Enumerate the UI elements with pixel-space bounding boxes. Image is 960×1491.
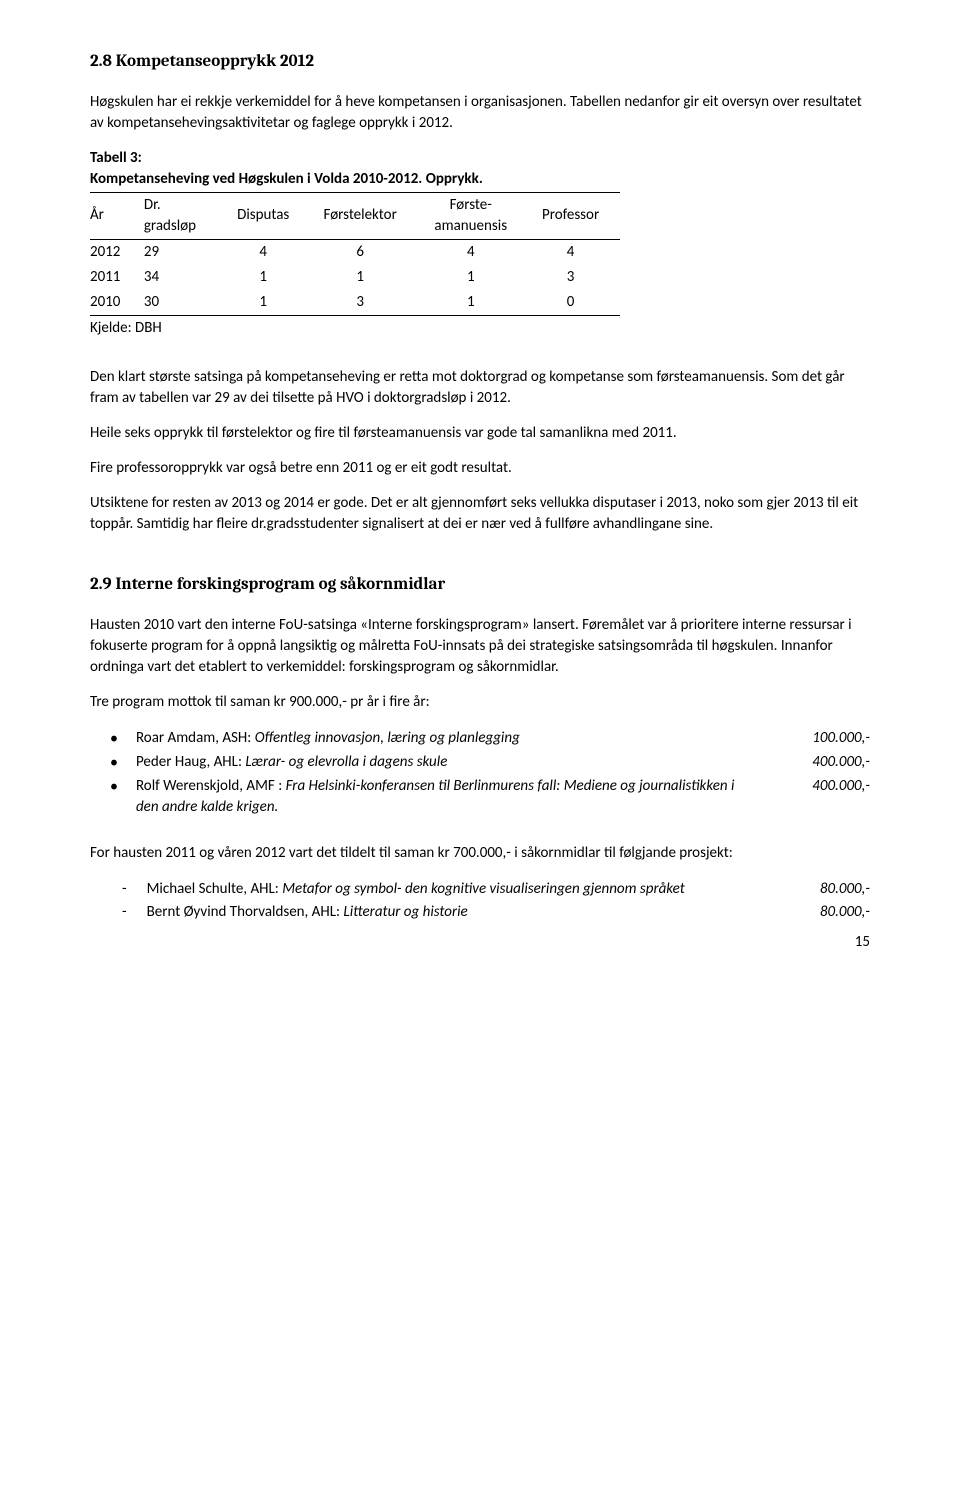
th-year: År — [90, 192, 144, 239]
cell: 2010 — [90, 290, 144, 316]
cell: 1 — [421, 265, 531, 290]
paragraph: Utsiktene for resten av 2013 og 2014 er … — [90, 493, 870, 535]
item-prefix: Peder Haug, AHL: — [136, 753, 245, 771]
paragraph: Heile seks opprykk til førstelektor og f… — [90, 423, 870, 444]
cell: 3 — [310, 290, 421, 316]
cell: 1 — [227, 265, 310, 290]
cell: 3 — [531, 265, 621, 290]
list-item: Roar Amdam, ASH: Offentleg innovasjon, l… — [110, 727, 870, 751]
cell: 4 — [227, 239, 310, 265]
item-prefix: Roar Amdam, ASH: — [136, 729, 255, 747]
th-professor: Professor — [531, 192, 621, 239]
paragraph: For hausten 2011 og våren 2012 vart det … — [90, 843, 870, 864]
item-amount: 80.000,- — [760, 879, 870, 900]
table-caption-title: Kompetanseheving ved Høgskulen i Volda 2… — [90, 170, 483, 188]
seed-fund-list: Michael Schulte, AHL: Metafor og symbol-… — [122, 878, 870, 924]
competence-table: År Dr.gradsløp Disputas Førstelektor Før… — [90, 192, 620, 316]
table-row: 2010 30 1 3 1 0 — [90, 290, 620, 316]
th-drgrad: Dr.gradsløp — [144, 192, 227, 239]
intro-paragraph: Høgskulen har ei rekkje verkemiddel for … — [90, 92, 870, 134]
cell: 30 — [144, 290, 227, 316]
paragraph: Tre program mottok til saman kr 900.000,… — [90, 692, 870, 713]
cell: 2012 — [90, 239, 144, 265]
list-item: Peder Haug, AHL: Lærar- og elevrolla i d… — [110, 751, 870, 775]
list-item: Michael Schulte, AHL: Metafor og symbol-… — [122, 878, 870, 901]
list-item: Rolf Werenskjold, AMF : Fra Helsinki-kon… — [110, 775, 870, 819]
item-amount: 400.000,- — [760, 776, 870, 797]
cell: 1 — [421, 290, 531, 316]
cell: 6 — [310, 239, 421, 265]
heading-2-9: 2.9 Interne forskingsprogram og såkornmi… — [90, 573, 870, 597]
cell: 4 — [421, 239, 531, 265]
item-title: Metafor og symbol- den kognitive visuali… — [282, 880, 685, 898]
item-amount: 100.000,- — [760, 728, 870, 749]
th-forsteaman: Første-amanuensis — [421, 192, 531, 239]
table-caption-label: Tabell 3: — [90, 149, 142, 167]
item-amount: 400.000,- — [760, 752, 870, 773]
cell: 1 — [310, 265, 421, 290]
cell: 0 — [531, 290, 621, 316]
program-list: Roar Amdam, ASH: Offentleg innovasjon, l… — [90, 727, 870, 820]
cell: 1 — [227, 290, 310, 316]
item-prefix: Bernt Øyvind Thorvaldsen, AHL: — [147, 903, 344, 921]
item-prefix: Rolf Werenskjold, AMF : — [136, 777, 286, 795]
paragraph: Den klart største satsinga på kompetanse… — [90, 367, 870, 409]
cell: 2011 — [90, 265, 144, 290]
cell: 29 — [144, 239, 227, 265]
th-forstelektor: Førstelektor — [310, 192, 421, 239]
item-title: Litteratur og historie — [343, 903, 467, 921]
heading-2-8: 2.8 Kompetanseopprykk 2012 — [90, 50, 870, 74]
item-prefix: Michael Schulte, AHL: — [147, 880, 283, 898]
table-header-row: År Dr.gradsløp Disputas Førstelektor Før… — [90, 192, 620, 239]
table-row: 2011 34 1 1 1 3 — [90, 265, 620, 290]
page-number: 15 — [90, 932, 870, 953]
paragraph: Fire professoropprykk var også betre enn… — [90, 458, 870, 479]
th-disputas: Disputas — [227, 192, 310, 239]
list-item: Bernt Øyvind Thorvaldsen, AHL: Litteratu… — [122, 901, 870, 924]
cell: 4 — [531, 239, 621, 265]
table-row: 2012 29 4 6 4 4 — [90, 239, 620, 265]
paragraph: Hausten 2010 vart den interne FoU-satsin… — [90, 615, 870, 678]
cell: 34 — [144, 265, 227, 290]
item-title: Offentleg innovasjon, læring og planlegg… — [255, 729, 520, 747]
table-source: Kjelde: DBH — [90, 318, 870, 339]
item-title: Lærar- og elevrolla i dagens skule — [245, 753, 447, 771]
item-amount: 80.000,- — [760, 902, 870, 923]
